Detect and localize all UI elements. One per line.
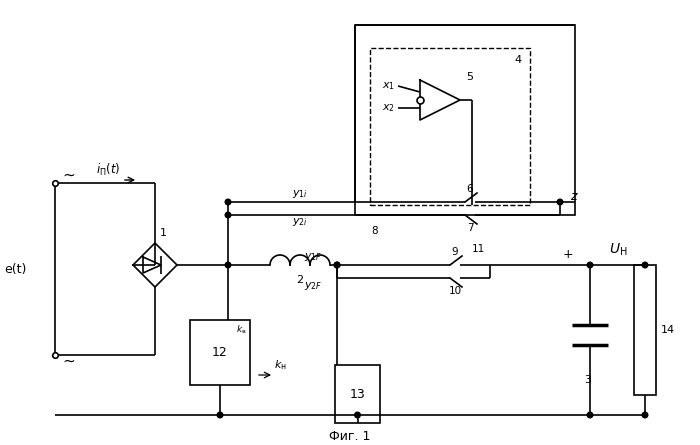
Text: $i_{\Pi}(t)$: $i_{\Pi}(t)$ [96,162,120,178]
Circle shape [225,262,231,268]
Circle shape [355,412,360,418]
Text: 5: 5 [466,72,473,82]
Bar [190,320,250,385]
Text: 14: 14 [661,325,675,335]
Text: +: + [563,248,573,262]
Text: z: z [570,190,577,202]
Text: 2: 2 [296,275,304,285]
Circle shape [217,412,223,418]
Circle shape [225,212,231,218]
Text: $k_{\rm в}$: $k_{\rm в}$ [237,324,247,336]
Circle shape [225,199,231,205]
Circle shape [334,262,340,268]
Text: Фиг. 1: Фиг. 1 [329,430,371,444]
Circle shape [642,262,648,268]
Text: ~: ~ [62,167,76,182]
Text: 1: 1 [160,228,167,238]
Circle shape [334,262,340,268]
Text: 10: 10 [449,286,461,296]
Text: 13: 13 [349,388,365,400]
Bar [335,365,380,423]
Text: 12: 12 [212,346,228,359]
Bar [634,265,656,395]
Text: 7: 7 [467,223,473,233]
Circle shape [642,412,648,418]
Text: $x_1$: $x_1$ [382,80,395,92]
Bar [355,25,575,215]
Text: e(t): e(t) [4,263,26,276]
Text: 3: 3 [584,375,591,385]
Text: $x_2$: $x_2$ [382,102,395,114]
Bar [370,48,530,205]
Text: 6: 6 [467,184,473,194]
Text: $y_{2i}$: $y_{2i}$ [292,216,308,228]
Text: $U_{\rm H}$: $U_{\rm H}$ [609,242,627,258]
Text: $y_{2F}$: $y_{2F}$ [304,280,322,292]
Text: 4: 4 [515,55,522,65]
Text: 9: 9 [452,247,458,257]
Text: 11: 11 [471,244,484,254]
Text: ~: ~ [62,353,76,368]
Text: $k_{\rm н}$: $k_{\rm н}$ [274,358,286,372]
Circle shape [557,199,563,205]
Circle shape [587,262,593,268]
Text: $y_{1F}$: $y_{1F}$ [304,251,322,263]
Circle shape [587,412,593,418]
Text: $y_{1i}$: $y_{1i}$ [292,188,308,200]
Text: 8: 8 [372,226,378,236]
